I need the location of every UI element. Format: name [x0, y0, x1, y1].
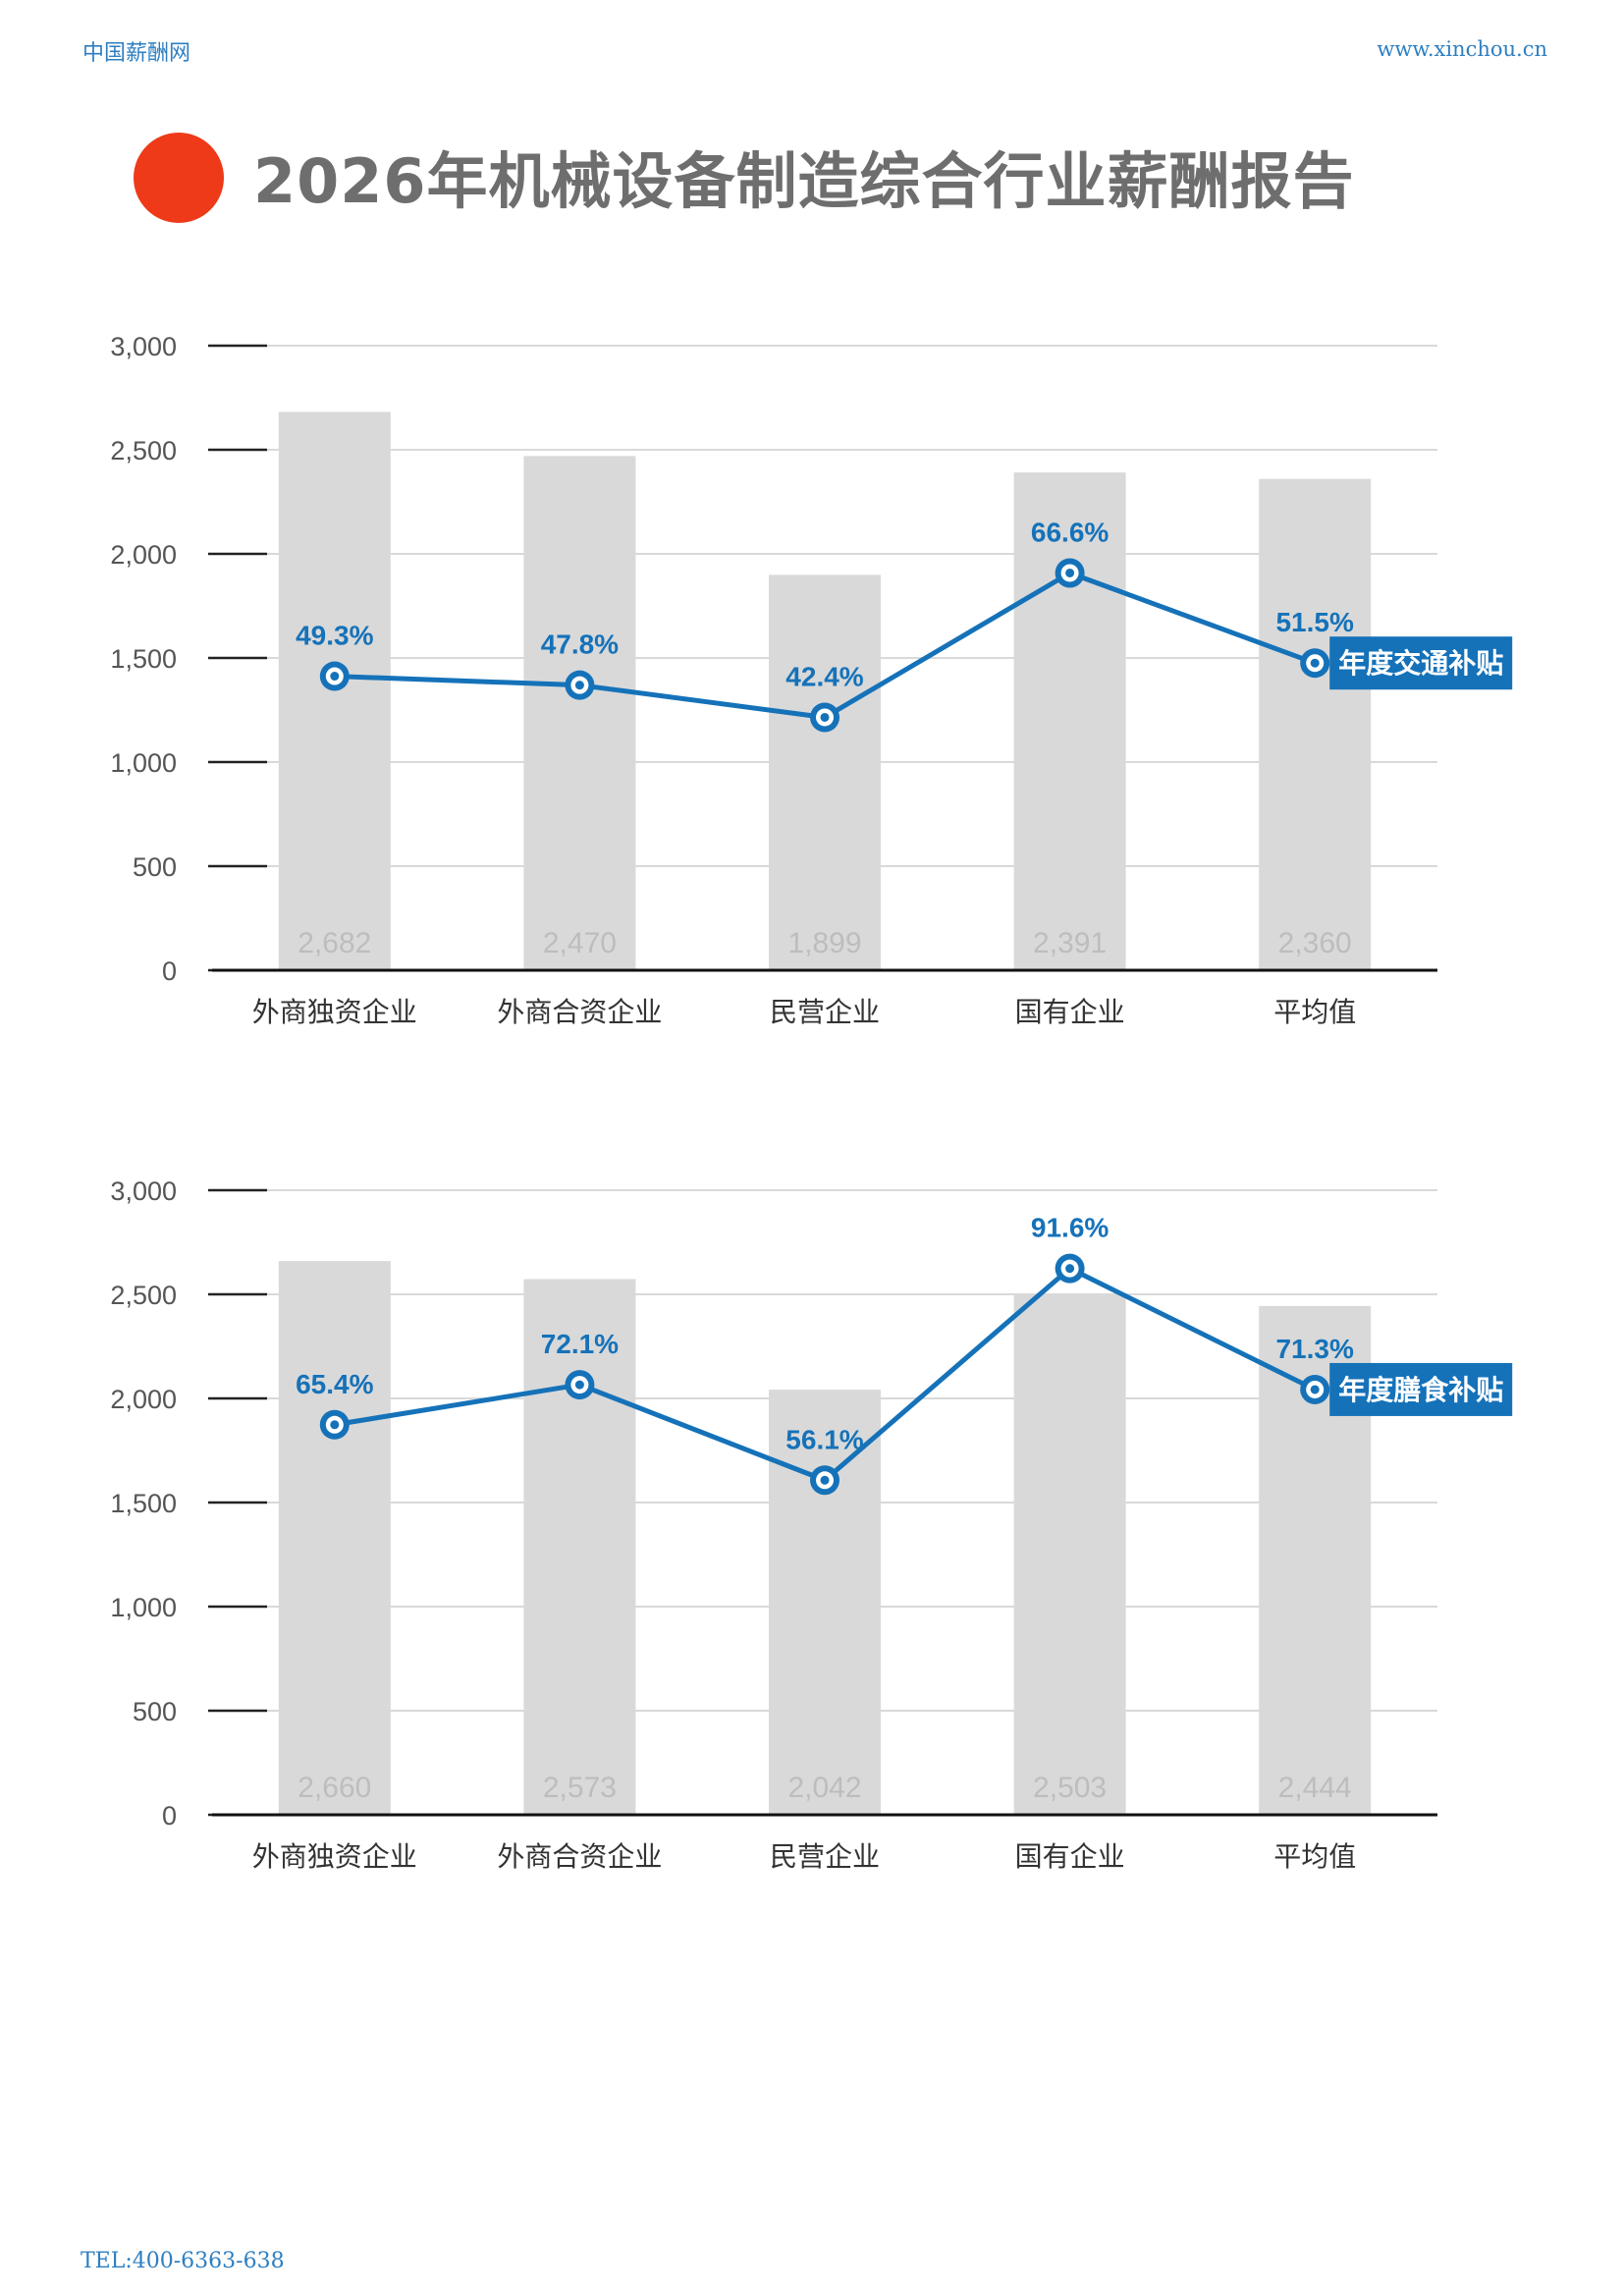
chart-meal-allowance: 0 500 1,000 1,500 2,000 2,500 3,000 2,660 2,573 2…: [0, 1139, 1624, 1886]
line-point-center: [330, 672, 340, 682]
y-tick-label: 500: [133, 852, 177, 882]
y-tick-label: 0: [162, 1801, 177, 1831]
title-dot-icon: [134, 133, 224, 223]
category-label: 平均值: [1273, 1840, 1356, 1873]
line-point-center: [330, 1420, 340, 1430]
line-point-center: [820, 1475, 830, 1485]
y-tick-label: 500: [133, 1697, 177, 1726]
category-label: 外商独资企业: [252, 1840, 417, 1873]
category-label: 民营企业: [770, 1840, 880, 1873]
bar-value-label: 2,360: [1278, 927, 1352, 959]
bar-value-label: 2,503: [1033, 1772, 1107, 1804]
y-tick-label: 3,000: [110, 1176, 177, 1206]
category-label: 外商独资企业: [252, 996, 417, 1028]
chart-transport-allowance: 0 500 1,000 1,500 2,000 2,500 3,000 2,682 2,470 1…: [0, 295, 1624, 1041]
bar: [769, 574, 881, 970]
bar-value-label: 2,470: [543, 927, 617, 959]
line-value-label: 42.4%: [785, 661, 863, 691]
bar-value-label: 2,042: [787, 1772, 861, 1804]
series-name-tag: [1329, 1362, 1513, 1416]
category-label: 国有企业: [1015, 1840, 1125, 1873]
series-name-tag: [1329, 636, 1513, 690]
line-value-label: 49.3%: [296, 621, 373, 651]
y-tick-label: 2,000: [110, 1385, 177, 1414]
line-point-center: [574, 681, 584, 690]
line-value-label: 65.4%: [296, 1369, 373, 1399]
bar: [278, 1261, 391, 1815]
line-value-label: 66.6%: [1031, 517, 1109, 547]
site-url[interactable]: www.xinchou.cn: [1377, 37, 1547, 61]
bar-value-label: 1,899: [787, 927, 861, 959]
line-point-center: [574, 1380, 584, 1390]
line-value-label: 56.1%: [785, 1424, 863, 1454]
line-value-label: 71.3%: [1275, 1334, 1353, 1364]
y-tick-label: 2,000: [110, 540, 177, 570]
y-tick-label: 2,500: [110, 1281, 177, 1310]
bar: [1013, 472, 1126, 970]
bar-value-label: 2,660: [298, 1772, 371, 1804]
bar: [278, 411, 391, 970]
y-tick-label: 3,000: [110, 332, 177, 361]
line-value-label: 51.5%: [1275, 607, 1353, 637]
bar-value-label: 2,444: [1278, 1772, 1352, 1804]
bar: [523, 1279, 636, 1815]
series-name-label: 年度膳食补贴: [1338, 1374, 1503, 1406]
line-point-center: [1310, 658, 1320, 668]
bar-value-label: 2,391: [1033, 927, 1107, 959]
series-name-label: 年度交通补贴: [1338, 647, 1503, 680]
line-point-center: [820, 712, 830, 722]
y-tick-label: 1,000: [110, 1593, 177, 1622]
line-point-center: [1310, 1385, 1320, 1394]
category-label: 民营企业: [770, 996, 880, 1028]
bar: [1259, 478, 1372, 970]
category-label: 国有企业: [1015, 996, 1125, 1028]
y-tick-label: 1,000: [110, 748, 177, 778]
line-point-center: [1065, 568, 1075, 577]
y-tick-label: 0: [162, 957, 177, 986]
chart-svg: 0 500 1,000 1,500 2,000 2,500 3,000 2,660 2,573 2…: [110, 1176, 1513, 1873]
bar: [1013, 1293, 1126, 1815]
category-label: 外商合资企业: [497, 996, 662, 1028]
line-value-label: 72.1%: [541, 1329, 619, 1359]
line-value-label: 47.8%: [541, 629, 619, 660]
category-label: 平均值: [1273, 996, 1356, 1028]
bar: [523, 456, 636, 970]
chart-svg: 0 500 1,000 1,500 2,000 2,500 3,000 2,682 2,470 1…: [110, 332, 1513, 1028]
page-title: 2026年机械设备制造综合行业薪酬报告: [253, 145, 1355, 217]
line-value-label: 91.6%: [1031, 1213, 1109, 1243]
y-tick-label: 1,500: [110, 1489, 177, 1518]
category-label: 外商合资企业: [497, 1840, 662, 1873]
line-point-center: [1065, 1264, 1075, 1274]
y-tick-label: 1,500: [110, 644, 177, 674]
bar-value-label: 2,682: [298, 927, 371, 959]
y-tick-label: 2,500: [110, 436, 177, 465]
footer-tel: TEL:400-6363-638: [81, 2249, 285, 2273]
site-name: 中国薪酬网: [82, 41, 191, 66]
bar: [769, 1390, 881, 1815]
bar-value-label: 2,573: [543, 1772, 617, 1804]
